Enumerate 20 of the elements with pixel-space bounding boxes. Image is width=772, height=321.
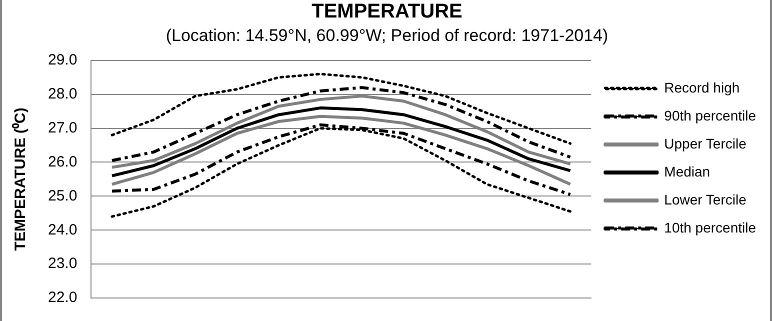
- y-tick-label: 23.0: [48, 255, 78, 272]
- y-tick-label: 26.0: [48, 153, 78, 170]
- y-tick-label: 25.0: [48, 187, 78, 204]
- legend-label: Lower Tercile: [664, 191, 747, 208]
- y-tick-label: 24.0: [48, 221, 78, 238]
- line-series: [110, 86, 572, 162]
- y-tick-label: 29.0: [48, 52, 78, 69]
- y-axis-title: TEMPERATURE (⁰C): [11, 108, 30, 251]
- y-tick-label: 27.0: [48, 119, 78, 136]
- chart-subtitle: (Location: 14.59°N, 60.99°W; Period of record: 1971-2014): [166, 26, 608, 45]
- y-tick-label: 28.0: [48, 85, 78, 102]
- legend-label: Record high: [664, 79, 740, 96]
- y-tick-label: 22.0: [48, 289, 78, 306]
- legend-label: 10th percentile: [664, 219, 756, 236]
- legend-label: Upper Tercile: [664, 135, 747, 152]
- chart-title: TEMPERATURE: [312, 0, 462, 23]
- line-series: [110, 127, 572, 218]
- legend-label: Median: [664, 163, 710, 180]
- legend-label: 90th percentile: [664, 107, 756, 124]
- line-series: [110, 72, 572, 145]
